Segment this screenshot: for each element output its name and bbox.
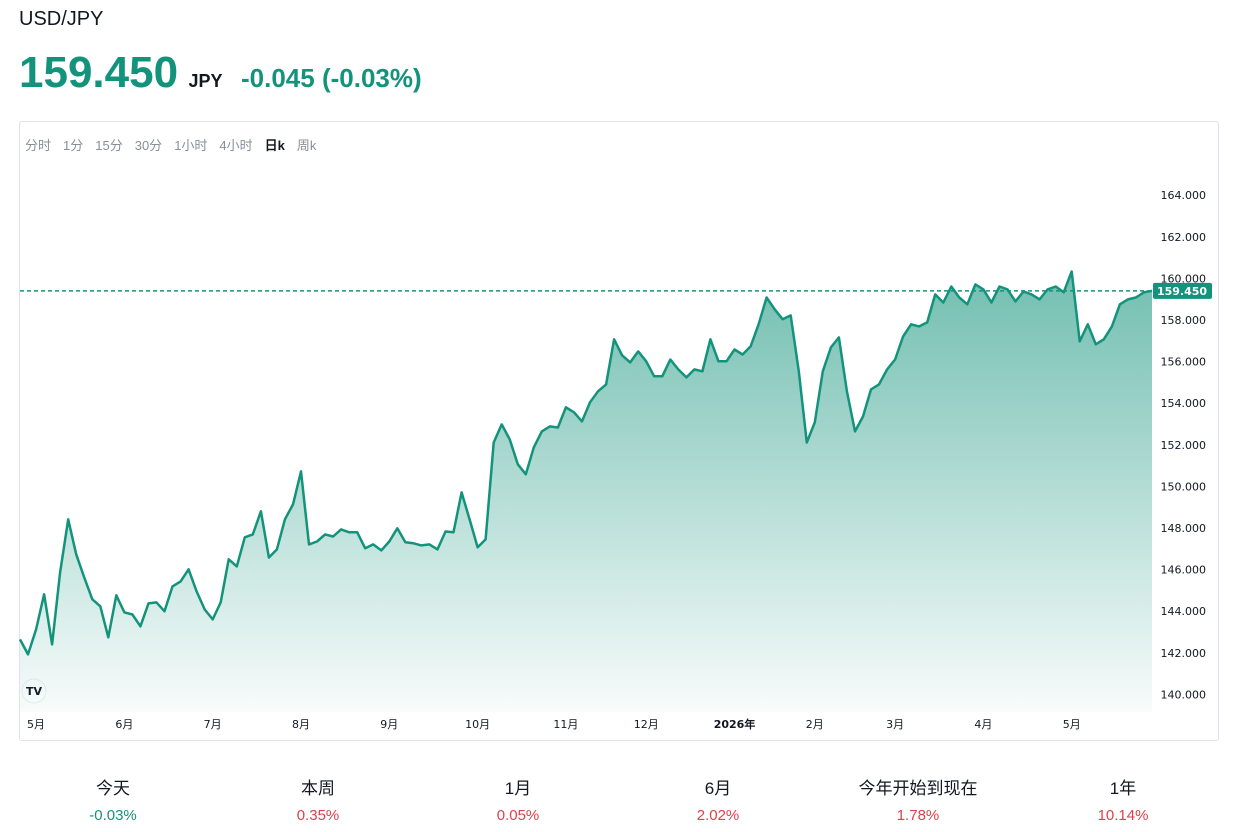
interval-tab[interactable]: 分时 (25, 138, 52, 153)
stat: 今年开始到现在 1.78% (818, 774, 1018, 824)
stat-value: 0.05% (496, 807, 540, 824)
current-price-tag (1153, 282, 1212, 299)
change: -0.045 (-0.03%) (241, 63, 422, 93)
interval-tabs: 分时 1分 15分 30分 1小时 4小时 日k 周k (25, 135, 328, 154)
y-tick-label: 144.000 (1161, 605, 1207, 618)
price-line (18, 270, 1153, 656)
y-tick-label: 150.000 (1161, 480, 1207, 493)
interval-tab[interactable]: 30分 (134, 138, 163, 153)
current-price-label: 159.450 (1157, 285, 1207, 298)
chart-panel (19, 121, 1219, 741)
y-tick-label: 142.000 (1161, 647, 1207, 660)
stat-label: 今天 (96, 779, 130, 798)
x-tick-label: 5月 (1063, 718, 1081, 731)
stat-label: 6月 (704, 779, 732, 798)
x-tick-label: 12月 (634, 718, 659, 731)
area-fill (20, 271, 1152, 712)
y-tick-label: 160.000 (1161, 272, 1207, 285)
interval-tab[interactable]: 4小时 (219, 138, 253, 153)
interval-tab[interactable]: 日k (264, 138, 285, 153)
stat-label: 1年 (1109, 779, 1137, 798)
interval-tab[interactable]: 周k (296, 138, 317, 153)
x-tick-label: 9月 (380, 718, 398, 731)
x-tick-label: 2月 (806, 718, 824, 731)
y-tick-label: 154.000 (1161, 397, 1207, 410)
x-tick-label: 4月 (974, 718, 992, 731)
y-tick-label: 158.000 (1161, 314, 1207, 327)
y-tick-label: 164.000 (1161, 189, 1207, 202)
y-tick-label: 140.000 (1161, 688, 1207, 701)
x-tick-label: 10月 (465, 718, 490, 731)
stat: 本周 0.35% (218, 774, 418, 824)
stat-label: 今年开始到现在 (858, 779, 978, 798)
x-tick-label: 8月 (292, 718, 310, 731)
stat-value: -0.03% (89, 807, 137, 824)
stat-label: 本周 (301, 779, 335, 798)
y-tick-label: 148.000 (1161, 522, 1207, 535)
stat: 今天 -0.03% (13, 774, 213, 824)
currency: JPY (188, 71, 223, 91)
stat: 1月 0.05% (418, 774, 618, 824)
y-tick-label: 156.000 (1161, 356, 1207, 369)
interval-tab[interactable]: 15分 (95, 138, 123, 153)
x-tick-label: 7月 (204, 718, 222, 731)
stat: 1年 10.14% (1023, 774, 1223, 824)
interval-tab[interactable]: 1小时 (174, 138, 208, 153)
stat-value: 2.02% (696, 807, 740, 824)
interval-tab[interactable]: 1分 (63, 138, 84, 153)
price-row: 159.450 JPY -0.045 (-0.03%) (19, 48, 422, 98)
x-tick-label: 5月 (27, 718, 45, 731)
x-tick-label: 2026年 (714, 717, 756, 731)
stat-value: 0.35% (296, 807, 340, 824)
stat-value: 10.14% (1097, 807, 1149, 824)
x-tick-label: 6月 (115, 718, 133, 731)
y-tick-label: 146.000 (1161, 564, 1207, 577)
x-tick-label: 3月 (886, 718, 904, 731)
x-tick-label: 11月 (553, 718, 578, 731)
chart: TV 140.000142.000144.000146.000148.00015… (18, 189, 1212, 731)
stat-label: 1月 (504, 779, 532, 798)
y-tick-label: 162.000 (1161, 231, 1207, 244)
stat: 6月 2.02% (618, 774, 818, 824)
stat-value: 1.78% (896, 807, 940, 824)
symbol: USD/JPY (19, 8, 104, 30)
price: 159.450 (19, 48, 179, 97)
y-tick-label: 152.000 (1161, 439, 1207, 452)
